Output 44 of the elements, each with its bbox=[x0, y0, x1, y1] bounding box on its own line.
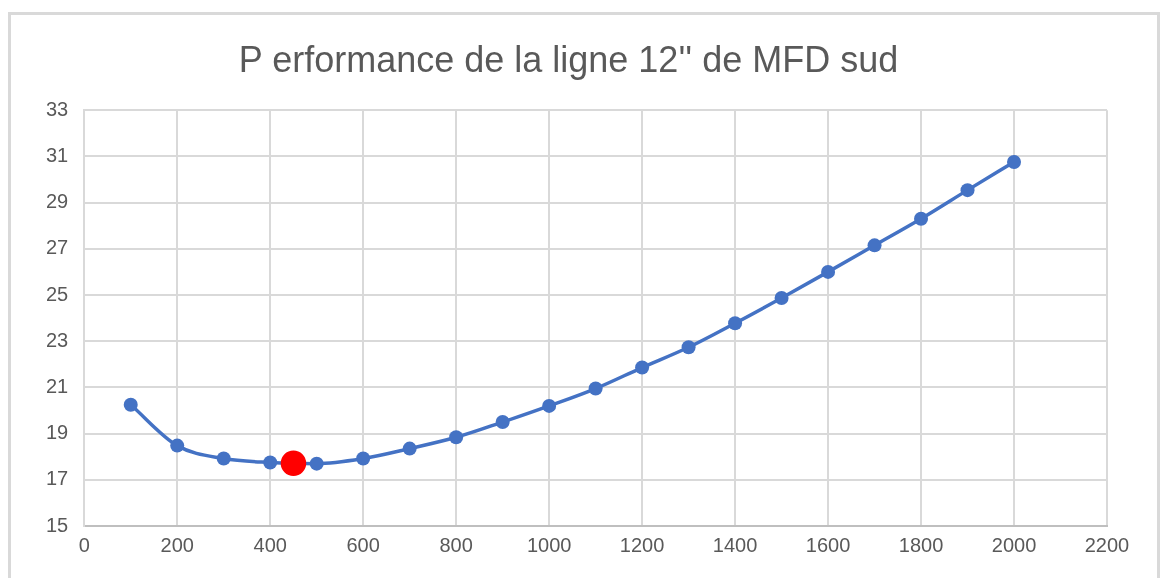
y-tick-label: 29 bbox=[46, 190, 69, 213]
y-tick-label: 17 bbox=[46, 467, 69, 490]
y-tick-label: 15 bbox=[46, 513, 69, 536]
point bbox=[309, 456, 324, 471]
point bbox=[821, 264, 836, 279]
x-tick-label: 1000 bbox=[526, 533, 572, 556]
x-tick-label: 2000 bbox=[991, 533, 1037, 556]
point bbox=[402, 441, 417, 456]
point bbox=[681, 340, 696, 355]
x-tick-label: 1400 bbox=[712, 533, 758, 556]
y-tick-label: 31 bbox=[46, 143, 69, 166]
x-tick-label: 600 bbox=[346, 533, 380, 556]
x-tick-label: 2200 bbox=[1084, 533, 1130, 556]
point bbox=[914, 211, 929, 226]
point bbox=[542, 398, 557, 413]
x-tick-label: 0 bbox=[78, 533, 90, 556]
point bbox=[867, 238, 882, 253]
chart-title: P erformance de la ligne 12'' de MFD sud bbox=[238, 38, 899, 80]
x-tick-label: 1200 bbox=[619, 533, 665, 556]
point bbox=[495, 415, 510, 430]
point bbox=[280, 450, 307, 476]
y-tick-label: 33 bbox=[46, 97, 69, 120]
y-tick-label: 19 bbox=[46, 421, 69, 444]
point bbox=[774, 291, 789, 305]
point bbox=[588, 381, 603, 396]
y-tick-label: 25 bbox=[46, 282, 69, 305]
y-tick-label: 27 bbox=[46, 236, 69, 259]
point bbox=[356, 451, 371, 466]
y-tick-label: 23 bbox=[46, 328, 69, 351]
point bbox=[449, 430, 464, 445]
x-tick-label: 1800 bbox=[898, 533, 944, 556]
point bbox=[1007, 154, 1022, 169]
point bbox=[170, 438, 185, 453]
point bbox=[960, 183, 975, 198]
x-tick-label: 200 bbox=[160, 533, 194, 556]
x-tick-label: 400 bbox=[253, 533, 287, 556]
point bbox=[263, 455, 278, 470]
point bbox=[635, 360, 650, 375]
point bbox=[216, 451, 231, 466]
x-tick-label: 1600 bbox=[805, 533, 851, 556]
x-tick-label: 800 bbox=[439, 533, 473, 556]
point bbox=[728, 316, 743, 331]
point bbox=[123, 397, 138, 412]
y-tick-label: 21 bbox=[46, 374, 69, 397]
